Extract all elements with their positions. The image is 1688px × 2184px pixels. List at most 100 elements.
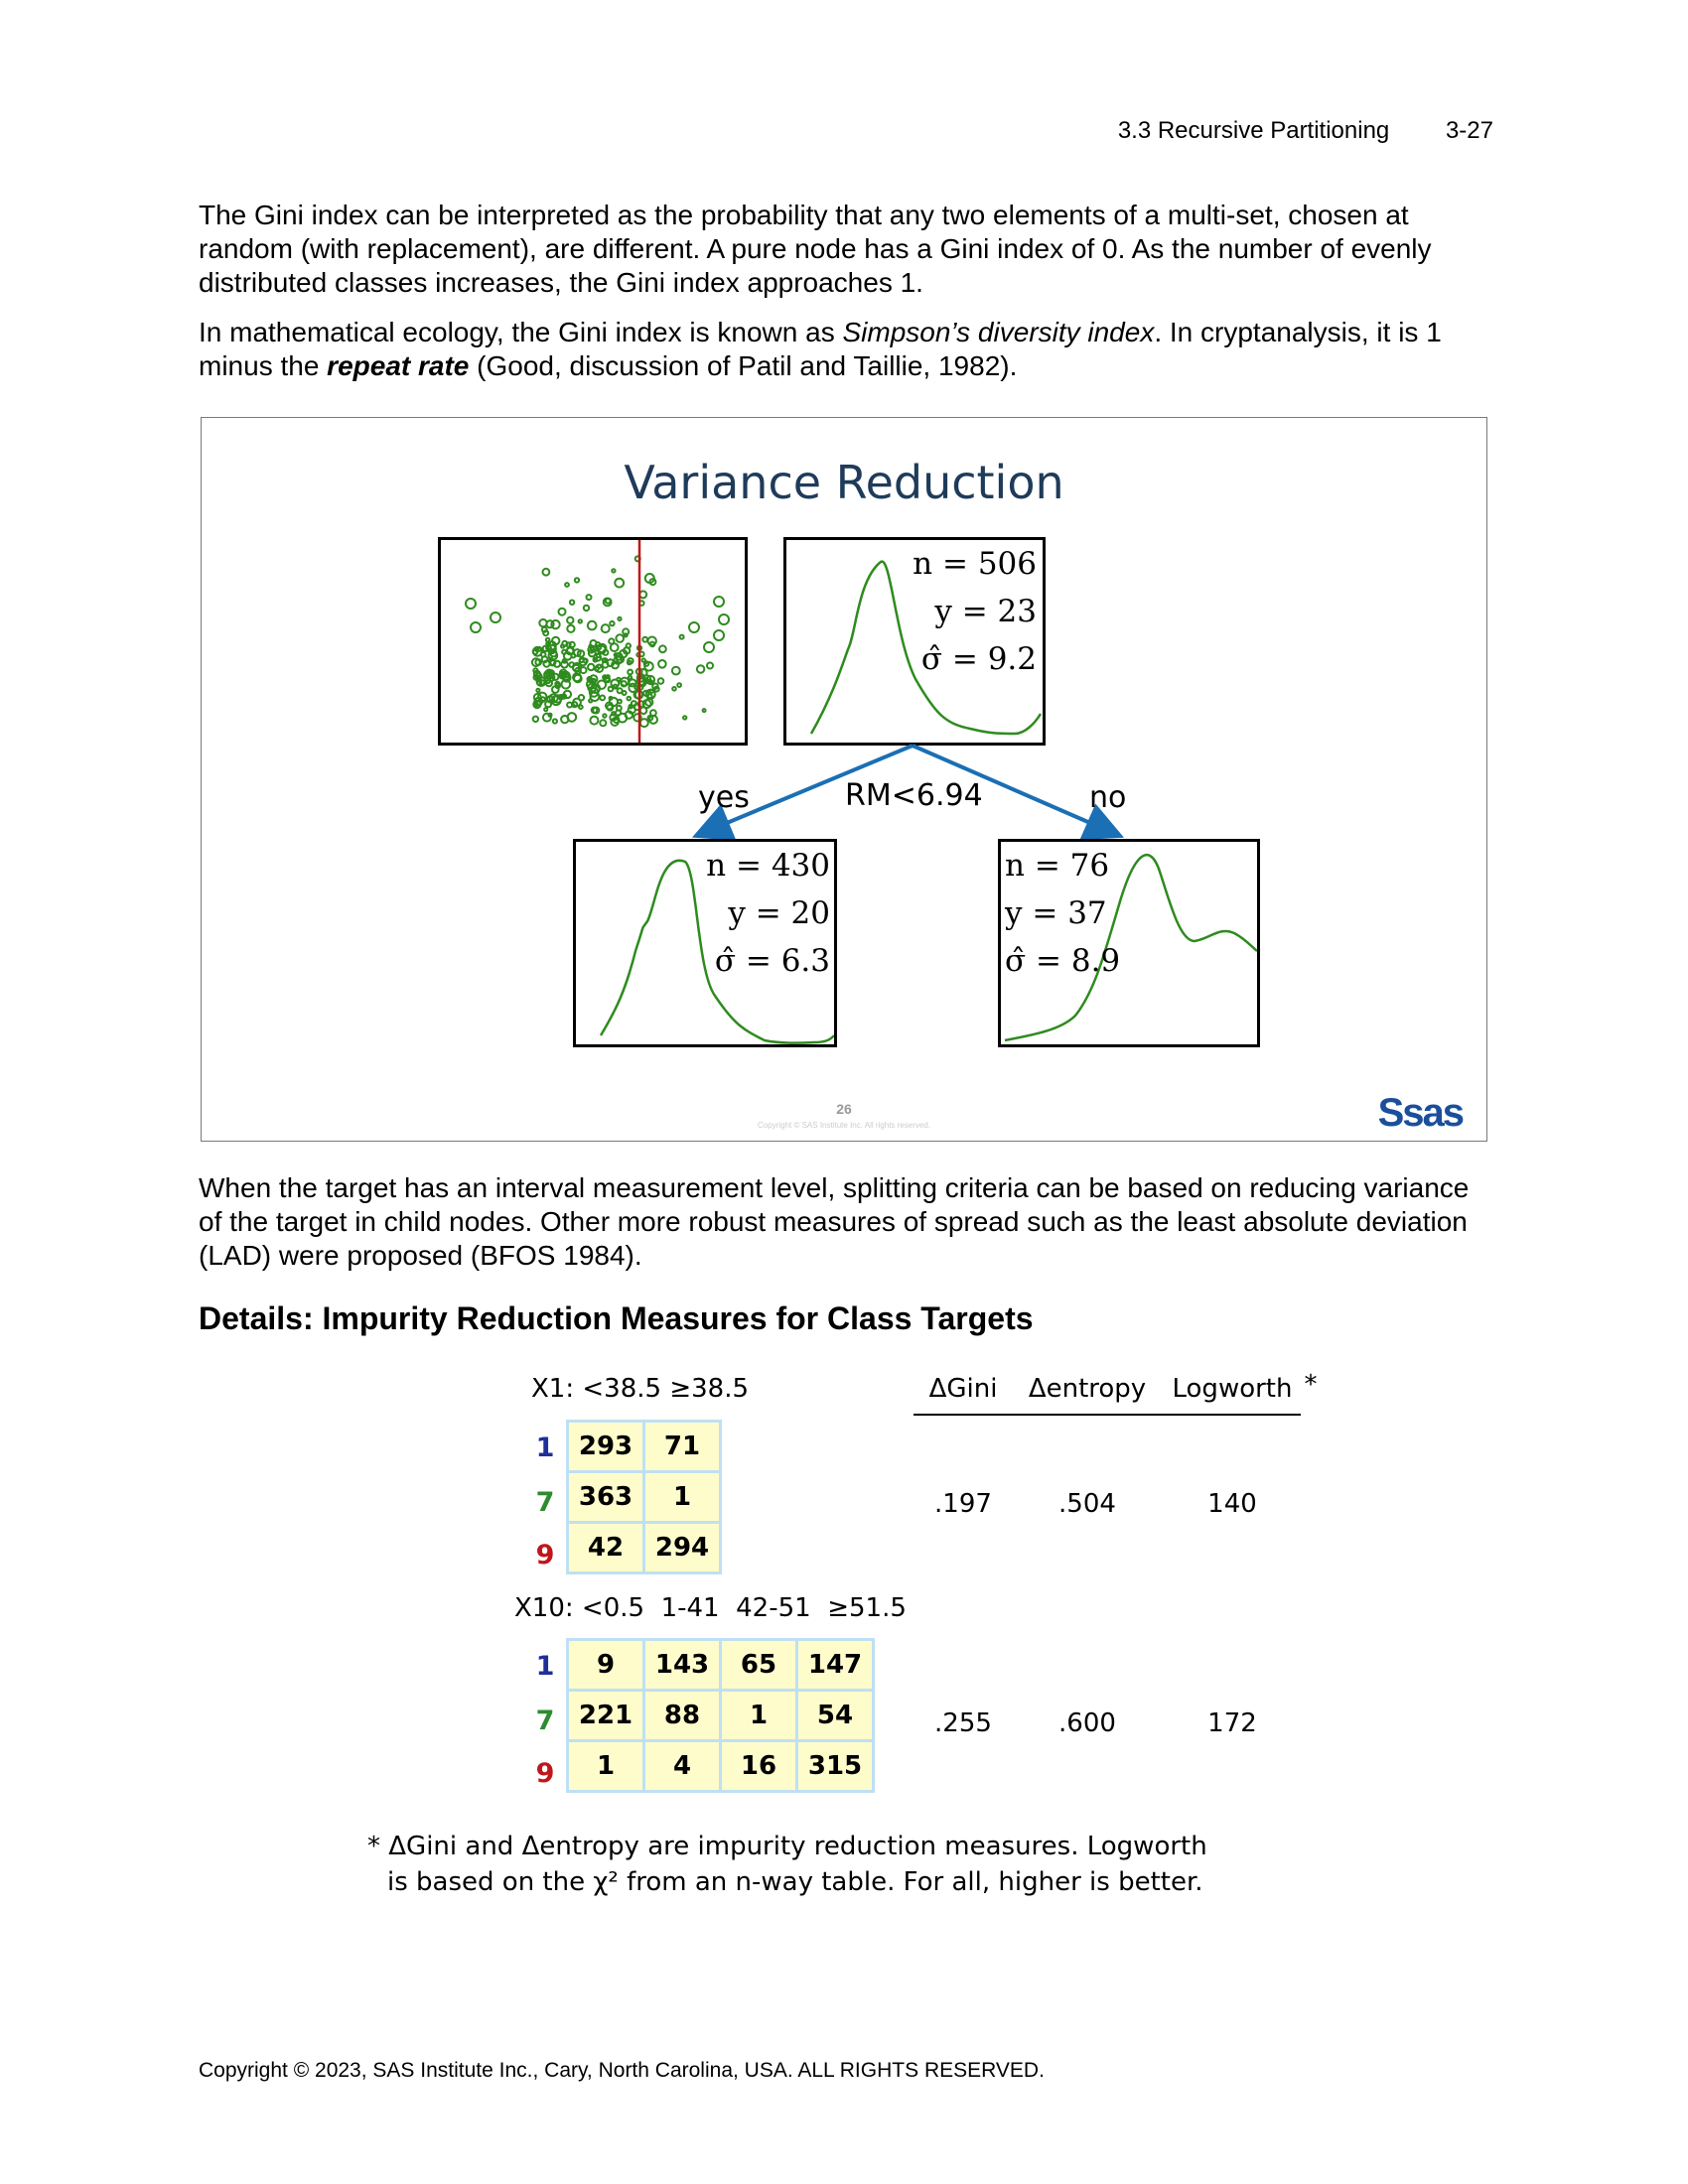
scatter-point	[670, 665, 681, 676]
table-cell: 9	[569, 1641, 642, 1689]
table-cell: 293	[569, 1423, 642, 1470]
x10-gini: .255	[934, 1708, 992, 1738]
scatter-point	[568, 640, 576, 649]
scatter-point	[531, 648, 539, 655]
scatter-point	[633, 713, 642, 723]
scatter-plot-node	[438, 537, 748, 746]
scatter-point	[658, 644, 667, 654]
left-density-curve	[599, 859, 834, 1044]
scatter-point	[545, 619, 555, 629]
scatter-point	[543, 707, 549, 713]
scatter-point	[605, 701, 614, 711]
scatter-point	[617, 615, 623, 622]
left-sigma: σ̂ = 6.3	[714, 943, 830, 979]
right-stats: n = 76 y = 37 σ̂ = 8.9	[1005, 842, 1120, 985]
scatter-point	[557, 607, 567, 616]
right-sigma: σ̂ = 8.9	[1005, 943, 1121, 979]
scatter-point	[657, 659, 667, 669]
scatter-point	[648, 578, 657, 587]
table-cell: 1	[569, 1742, 642, 1790]
scatter-point	[552, 659, 562, 668]
scatter-point	[594, 665, 600, 672]
scatter-point	[572, 672, 582, 683]
scatter-point	[587, 648, 597, 658]
x10-entropy: .600	[1058, 1708, 1116, 1738]
table-cell: 71	[645, 1423, 719, 1470]
x1-entropy: .504	[1058, 1489, 1116, 1519]
edge-label-no: no	[1089, 780, 1127, 815]
scatter-point	[541, 712, 552, 723]
scatter-point	[592, 706, 601, 715]
scatter-point	[633, 689, 643, 700]
scatter-point	[628, 682, 638, 693]
right-density-curve	[1004, 853, 1257, 1042]
scatter-point	[560, 714, 570, 725]
scatter-point	[564, 582, 570, 588]
table-cell: 42	[569, 1524, 642, 1571]
scatter-point	[577, 618, 584, 624]
scatter-point	[627, 657, 634, 665]
scatter-point	[627, 674, 633, 680]
root-density-curve	[809, 560, 1043, 736]
scatter-point	[622, 646, 632, 655]
table-cell: 221	[569, 1692, 642, 1739]
scatter-point	[713, 596, 725, 608]
running-head: 3.3 Recursive Partitioning 3-27	[1118, 117, 1493, 145]
table-cell: 88	[645, 1692, 719, 1739]
scatter-point	[592, 656, 599, 663]
scatter-point	[695, 664, 706, 674]
scatter-point	[628, 678, 637, 688]
page-number: 3-27	[1445, 117, 1493, 144]
scatter-point	[614, 651, 624, 661]
scatter-point	[615, 633, 625, 643]
scatter-point	[599, 719, 608, 728]
scatter-point	[586, 619, 598, 631]
x1-class-labels: 1 7 9	[530, 1420, 560, 1574]
table-row: 42 294	[569, 1524, 719, 1571]
slide-number: 26	[836, 1101, 852, 1117]
split-rule-label: RM<6.94	[845, 778, 983, 813]
table-cell: 143	[645, 1641, 719, 1689]
table-cell: 65	[722, 1641, 795, 1689]
scatter-point	[536, 645, 543, 652]
scatter-point	[611, 568, 617, 574]
scatter-point	[608, 695, 614, 701]
simpsons-diversity-term: Simpson’s diversity index	[842, 317, 1155, 347]
scatter-point	[676, 682, 683, 689]
page-footer: Copyright © 2023, SAS Institute Inc., Ca…	[199, 2059, 1045, 2082]
table-cell: 294	[645, 1524, 719, 1571]
scatter-point	[562, 689, 573, 700]
scatter-point	[595, 641, 602, 647]
scatter-point	[642, 660, 650, 667]
scatter-point	[545, 695, 555, 704]
scatter-point	[610, 717, 620, 727]
header-logworth: Logworth	[1172, 1374, 1293, 1404]
scatter-point	[531, 715, 540, 724]
scatter-point	[682, 715, 688, 721]
tree-edges	[691, 744, 1125, 841]
x10-class-1: 1	[535, 1651, 555, 1682]
scatter-point	[558, 670, 567, 680]
scatter-point	[606, 658, 616, 668]
scatter-point	[713, 629, 725, 641]
left-child-node: n = 430 y = 20 σ̂ = 6.3	[573, 839, 837, 1047]
scatter-point	[542, 629, 550, 637]
scatter-point	[544, 679, 554, 688]
scatter-point	[610, 678, 621, 689]
scatter-point	[596, 679, 608, 690]
scatter-plot	[465, 540, 730, 743]
scatter-point	[550, 618, 561, 630]
root-sigma: σ̂ = 9.2	[920, 641, 1037, 677]
repeat-rate-term: repeat rate	[327, 350, 470, 381]
header-delta-gini: ΔGini	[928, 1374, 998, 1404]
x1-label: X1: <38.5 ≥38.5	[531, 1374, 749, 1404]
table-row: 221 88 1 54	[569, 1692, 872, 1739]
section-title: 3.3 Recursive Partitioning	[1117, 117, 1390, 144]
scatter-point	[701, 708, 707, 714]
scatter-point	[651, 682, 659, 690]
scatter-point	[640, 657, 646, 663]
x10-label: X10: <0.5 1-41 42-51 ≥51.5	[514, 1593, 907, 1623]
table-cell: 4	[645, 1742, 719, 1790]
scatter-point	[566, 623, 576, 633]
scatter-point	[644, 697, 654, 707]
